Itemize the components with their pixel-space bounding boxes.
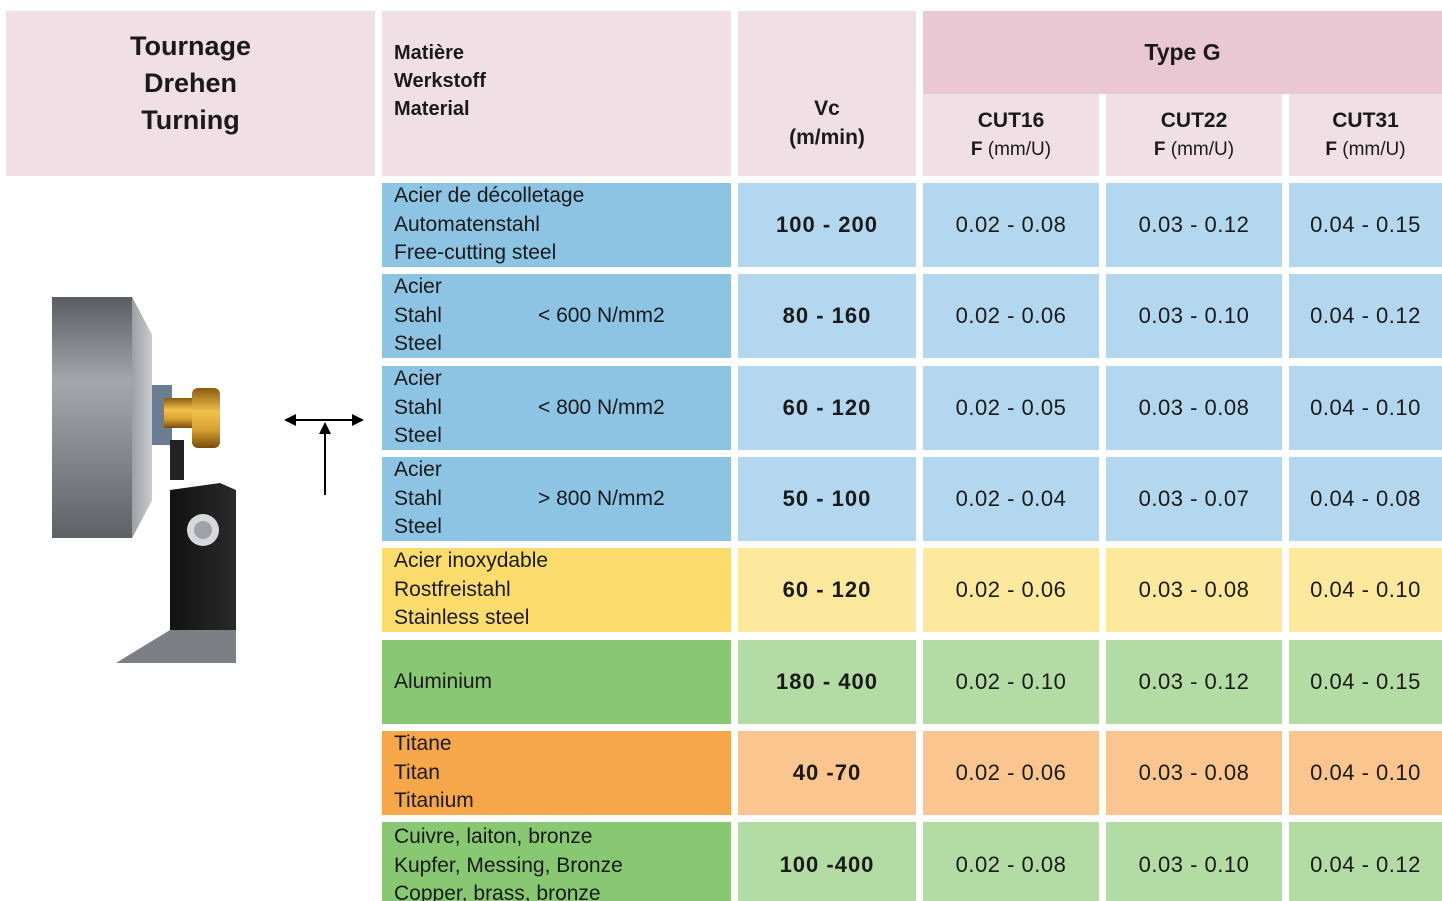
feed-cell: 0.03 - 0.08 [1106, 548, 1282, 632]
feed-cell: 0.04 - 0.10 [1289, 366, 1442, 450]
feed-cell: 0.03 - 0.08 [1106, 731, 1282, 815]
cut16-header: CUT16 F (mm/U) [923, 94, 1099, 176]
title-line-de: Drehen [143, 68, 238, 98]
title-block: Tournage Drehen Turning [6, 11, 375, 176]
feed-cell: 0.02 - 0.06 [923, 274, 1099, 358]
vc-header-label: Vc [814, 96, 840, 120]
material-line: Kupfer, Messing, Bronze [394, 853, 623, 877]
feed-cell: 0.04 - 0.08 [1289, 457, 1442, 541]
material-grade: > 800 N/mm2 [538, 486, 665, 510]
material-line: Titan [394, 760, 440, 784]
feed-cell: 0.02 - 0.10 [923, 640, 1099, 724]
title-line-en: Turning [141, 105, 240, 135]
feed-cell: 0.02 - 0.06 [923, 548, 1099, 632]
material-line: Stainless steel [394, 606, 530, 630]
type-g-label: Type G [1144, 39, 1221, 65]
material-line: Stahl [394, 395, 442, 419]
cut31-header: CUT31 F (mm/U) [1289, 94, 1442, 176]
vc-cell: 60 - 120 [738, 548, 916, 632]
vc-cell: 80 - 160 [738, 274, 916, 358]
material-line-with-grade: Stahl < 800 N/mm2 [394, 394, 731, 423]
material-line: Titanium [394, 789, 474, 813]
material-line-with-grade: Stahl < 600 N/mm2 [394, 302, 731, 331]
material-cell: Aluminium [382, 640, 731, 724]
material-line: Automatenstahl [394, 212, 540, 236]
vc-cell: 100 -400 [738, 822, 916, 901]
vc-cell: 100 - 200 [738, 183, 916, 267]
material-cell: Cuivre, laiton, bronze Kupfer, Messing, B… [382, 822, 731, 901]
feed-direction-arrows-icon [284, 414, 364, 495]
material-line: Free-cutting steel [394, 241, 557, 265]
cut16-unit: (mm/U) [987, 139, 1052, 160]
material-line: Acier de décolletage [394, 184, 585, 208]
feed-cell: 0.02 - 0.04 [923, 457, 1099, 541]
material-line: Cuivre, laiton, bronze [394, 825, 593, 848]
material-line: Rostfreistahl [394, 577, 511, 601]
material-line: Acier [394, 275, 442, 299]
feed-cell: 0.03 - 0.10 [1106, 822, 1282, 901]
feed-cell: 0.04 - 0.15 [1289, 183, 1442, 267]
turning-tool-illustration [52, 297, 236, 663]
material-header: Matière Werkstoff Material [382, 11, 731, 176]
cut16-f: F [970, 139, 983, 160]
vc-header-unit: (m/min) [789, 125, 865, 149]
material-line: Titane [394, 732, 452, 756]
feed-cell: 0.04 - 0.15 [1289, 640, 1442, 724]
material-line: Acier inoxydable [394, 549, 549, 573]
material-line: Steel [394, 515, 442, 539]
cut31-unit: (mm/U) [1342, 139, 1406, 160]
material-cell: Acier de décolletage Automatenstahl Free-c… [382, 183, 731, 267]
material-line: Acier [394, 367, 442, 391]
material-header-de: Werkstoff [394, 69, 486, 92]
material-line: Steel [394, 332, 442, 356]
title-line-fr: Tournage [130, 31, 251, 61]
type-g-header: Type G [923, 11, 1442, 94]
material-grade: < 800 N/mm2 [538, 395, 665, 419]
feed-cell: 0.02 - 0.08 [923, 183, 1099, 267]
feed-cell: 0.04 - 0.12 [1289, 822, 1442, 901]
feed-cell: 0.04 - 0.10 [1289, 731, 1442, 815]
feed-cell: 0.03 - 0.07 [1106, 457, 1282, 541]
feed-cell: 0.04 - 0.10 [1289, 548, 1442, 632]
material-line: Stahl [394, 303, 442, 327]
feed-cell: 0.03 - 0.10 [1106, 274, 1282, 358]
material-line: Aluminium [394, 669, 493, 693]
material-line: Acier [394, 458, 442, 482]
material-cell: Acier Stahl < 600 N/mm2 Steel [382, 274, 731, 358]
vc-cell: 50 - 100 [738, 457, 916, 541]
cut22-name: CUT22 [1160, 109, 1228, 132]
feed-cell: 0.02 - 0.08 [923, 822, 1099, 901]
cut31-name: CUT31 [1332, 109, 1399, 132]
vc-cell: 60 - 120 [738, 366, 916, 450]
feed-cell: 0.03 - 0.12 [1106, 183, 1282, 267]
vc-cell: 180 - 400 [738, 640, 916, 724]
material-line: Copper, brass, bronze [394, 882, 601, 901]
material-line: Steel [394, 424, 442, 448]
material-cell: Titane Titan Titanium [382, 731, 731, 815]
material-header-fr: Matière [394, 41, 465, 64]
material-cell: Acier Stahl < 800 N/mm2 Steel [382, 366, 731, 450]
cut22-unit: (mm/U) [1170, 139, 1235, 160]
feed-cell: 0.03 - 0.08 [1106, 366, 1282, 450]
material-line: Stahl [394, 486, 442, 510]
material-grade: < 600 N/mm2 [538, 303, 665, 327]
feed-cell: 0.02 - 0.06 [923, 731, 1099, 815]
feed-cell: 0.03 - 0.12 [1106, 640, 1282, 724]
feed-cell: 0.02 - 0.05 [923, 366, 1099, 450]
cut22-header: CUT22 F (mm/U) [1106, 94, 1282, 176]
cut31-f: F [1325, 139, 1337, 160]
material-header-en: Material [394, 97, 470, 120]
material-cell: Acier inoxydable Rostfreistahl Stainless s… [382, 548, 731, 632]
vc-header: Vc (m/min) [738, 11, 916, 176]
material-line-with-grade: Stahl > 800 N/mm2 [394, 485, 731, 514]
material-cell: Acier Stahl > 800 N/mm2 Steel [382, 457, 731, 541]
cut16-name: CUT16 [977, 109, 1045, 132]
vc-cell: 40 -70 [738, 731, 916, 815]
cut22-f: F [1153, 139, 1166, 160]
feed-cell: 0.04 - 0.12 [1289, 274, 1442, 358]
